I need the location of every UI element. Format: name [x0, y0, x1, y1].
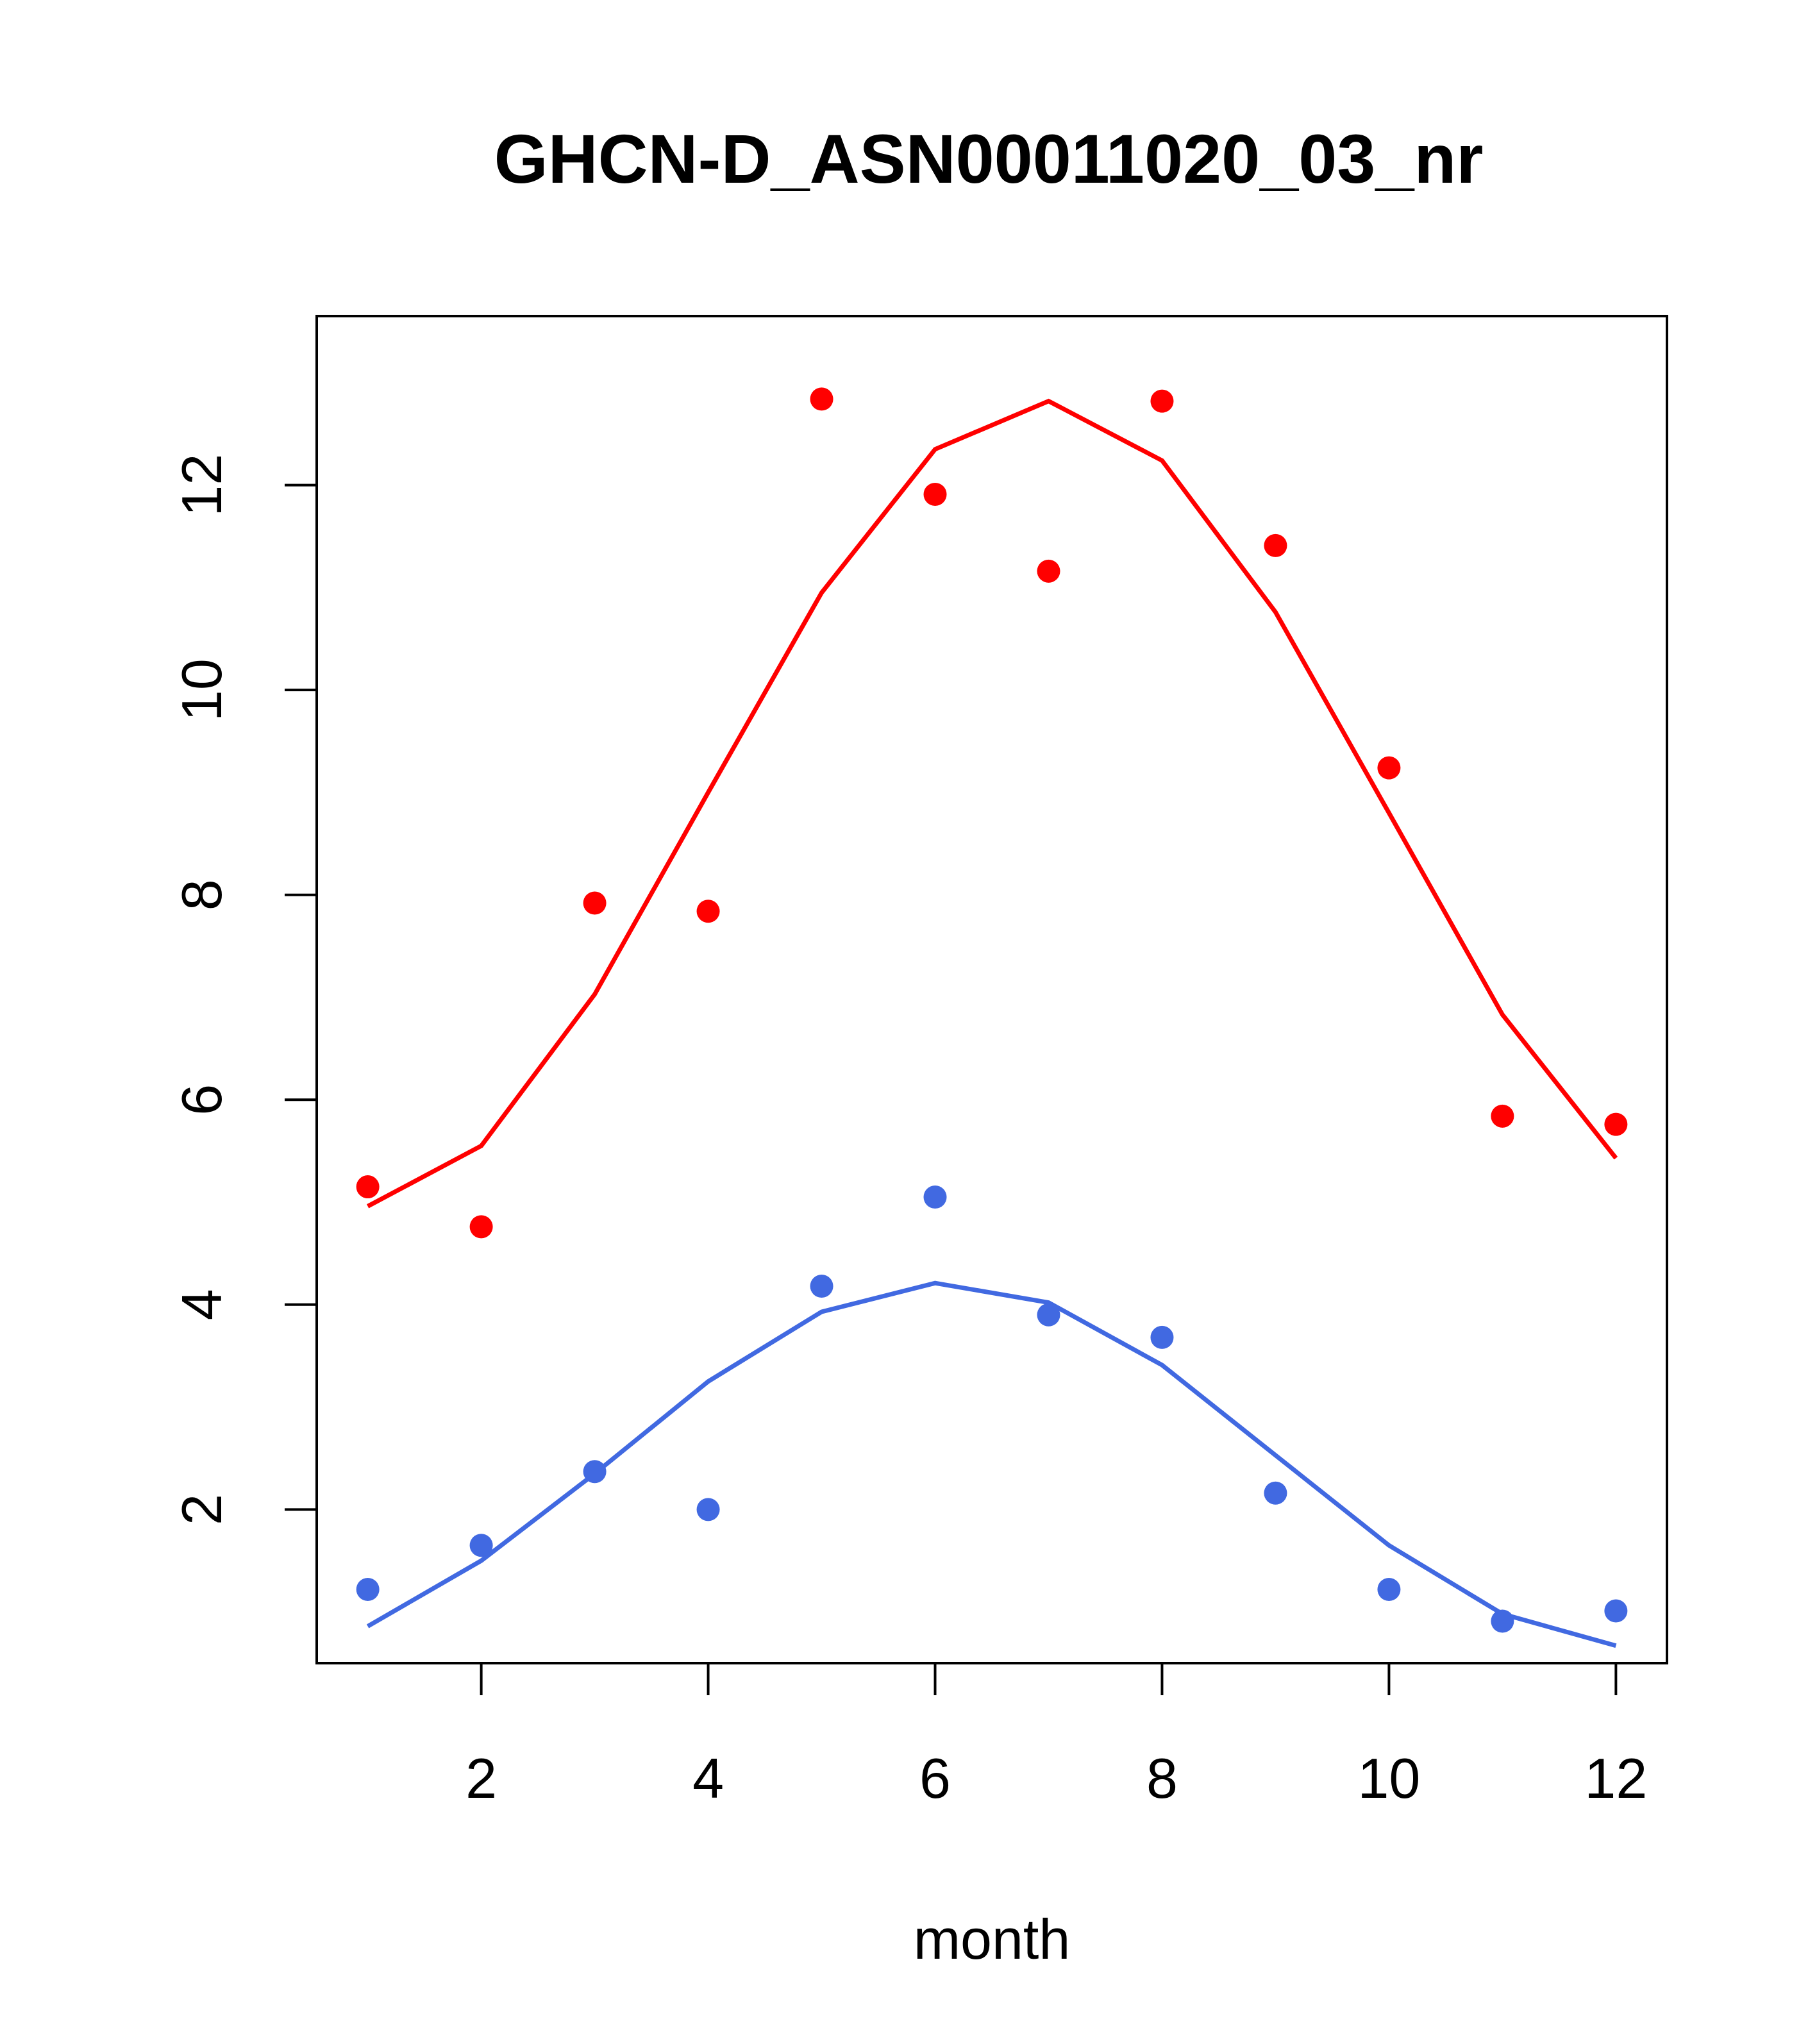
- series-1-fit-line: [366, 398, 1618, 1209]
- series-2-fit-line: [366, 1280, 1617, 1648]
- series-1-point: [1491, 1104, 1514, 1128]
- y-tick-label: 2: [170, 1494, 233, 1525]
- series-2-point: [1491, 1609, 1514, 1633]
- x-axis: 2 4 6 8 10 12: [465, 1662, 1647, 1810]
- series-2-point: [469, 1534, 493, 1557]
- series-2-point: [923, 1185, 947, 1209]
- y-tick-label: 12: [170, 454, 233, 517]
- series-2-point: [1604, 1599, 1628, 1623]
- x-tick-label: 6: [919, 1747, 951, 1810]
- y-axis: 2 4 6 8 10 12: [170, 454, 318, 1525]
- series-2-point: [1377, 1577, 1401, 1601]
- series-1-point: [696, 900, 720, 923]
- series-1-point: [356, 1175, 380, 1199]
- series-1-point: [1264, 533, 1287, 557]
- series-2-point: [1150, 1325, 1174, 1349]
- series-layer: [356, 387, 1628, 1648]
- series-1-point: [583, 891, 607, 915]
- x-axis-label: month: [914, 1907, 1071, 1971]
- series-2-point: [1037, 1303, 1060, 1327]
- series-2-point: [810, 1275, 833, 1298]
- x-tick-label: 10: [1357, 1747, 1420, 1810]
- series-1-point: [469, 1215, 493, 1239]
- series-2-point: [696, 1498, 720, 1521]
- y-tick-label: 10: [170, 658, 233, 721]
- series-2-point: [583, 1460, 607, 1484]
- y-tick-label: 4: [170, 1289, 233, 1320]
- series-1-point: [1037, 559, 1060, 583]
- x-tick-label: 2: [465, 1747, 497, 1810]
- series-1-point: [1377, 756, 1401, 780]
- series-1-point: [923, 483, 947, 507]
- series-1-point: [810, 387, 833, 411]
- series-1-point: [1604, 1112, 1628, 1136]
- x-tick-label: 8: [1146, 1747, 1178, 1810]
- chart-title: GHCN-D_ASN00011020_03_nr: [494, 120, 1484, 197]
- plot-frame: [315, 315, 1668, 1664]
- y-tick-label: 8: [170, 879, 233, 910]
- x-tick-label: 4: [692, 1747, 724, 1810]
- series-2-point: [1264, 1481, 1287, 1505]
- y-tick-label: 6: [170, 1084, 233, 1116]
- series-2-point: [356, 1577, 380, 1601]
- x-tick-label: 12: [1584, 1747, 1647, 1810]
- series-1-point: [1150, 389, 1174, 413]
